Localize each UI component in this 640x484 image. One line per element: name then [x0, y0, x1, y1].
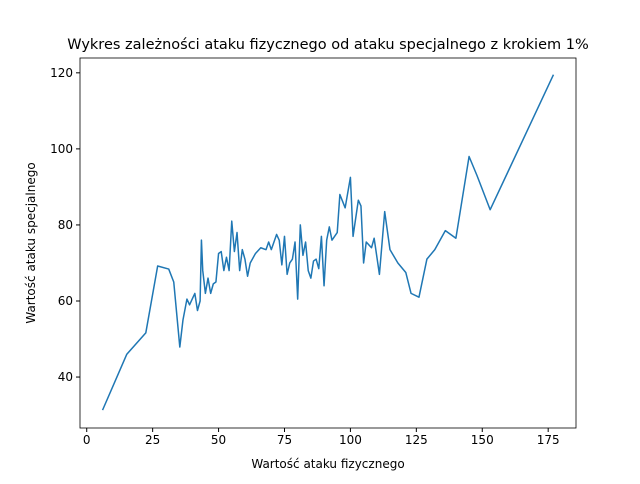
- y-tick-label: 100: [50, 142, 73, 156]
- y-tick-label: 80: [58, 218, 73, 232]
- x-tick-label: 50: [211, 433, 226, 447]
- x-tick-label: 25: [145, 433, 160, 447]
- x-tick-label: 100: [339, 433, 362, 447]
- x-tick-label: 125: [405, 433, 428, 447]
- x-tick-label: 0: [83, 433, 91, 447]
- plot-frame: [79, 57, 577, 429]
- chart-title: Wykres zależności ataku fizycznego od at…: [67, 37, 588, 53]
- x-axis-label: Wartość ataku fizycznego: [251, 457, 404, 471]
- x-tick-label: 175: [537, 433, 560, 447]
- data-line: [101, 74, 555, 411]
- x-tick-label: 150: [471, 433, 494, 447]
- y-tick-label: 120: [50, 66, 73, 80]
- x-tick-label: 75: [277, 433, 292, 447]
- y-axis-label: Wartość ataku specjalnego: [24, 162, 38, 323]
- y-tick-label: 40: [58, 370, 73, 384]
- y-tick-label: 60: [58, 294, 73, 308]
